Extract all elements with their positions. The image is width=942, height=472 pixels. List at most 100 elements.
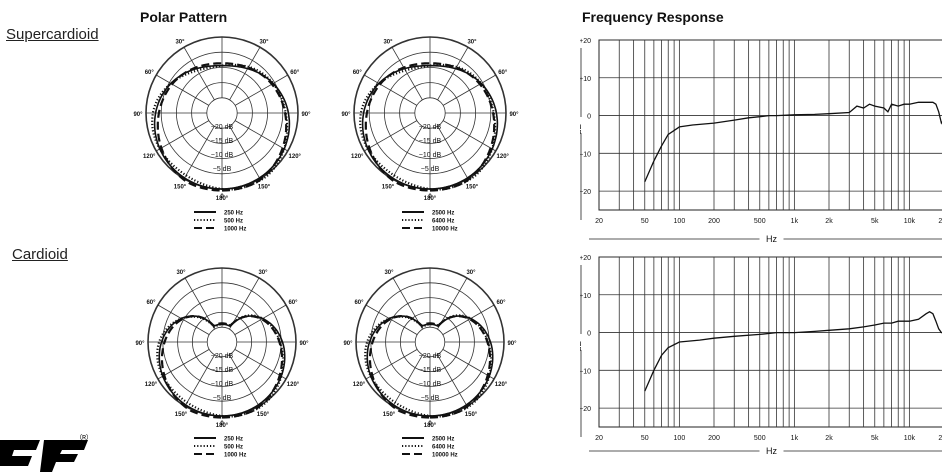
legend-label: 500 Hz	[224, 219, 243, 225]
polar-spoke	[157, 349, 210, 380]
angle-label-9: 60°	[290, 70, 300, 76]
angle-label-12: 0	[428, 194, 432, 200]
ring-label-4: −5 dB	[421, 166, 440, 173]
polar-spoke	[184, 354, 215, 407]
x-tick-label: 2k	[825, 218, 833, 225]
legend-label: 10000 Hz	[432, 227, 458, 233]
angle-label-5: 120°	[289, 154, 302, 160]
y-tick-label: −10	[580, 151, 591, 158]
x-axis-label: Hz	[766, 446, 777, 456]
ring-label-2: −15 dB	[419, 138, 442, 145]
angle-label-9: 60°	[498, 70, 508, 76]
cardioid-label: Cardioid	[12, 246, 68, 263]
angle-label-5: 120°	[497, 154, 510, 160]
x-tick-label: 5k	[871, 435, 879, 442]
angle-label-12: 0	[220, 421, 224, 427]
x-tick-label: 20	[595, 435, 603, 442]
angle-label-4: 120°	[143, 154, 156, 160]
angle-label-7: 90°	[509, 112, 519, 118]
x-tick-label: 20k	[938, 435, 942, 442]
polar-spoke	[183, 46, 215, 101]
ring-label-4: −5 dB	[213, 166, 232, 173]
y-tick-label: −20	[580, 189, 591, 196]
polar-spoke	[157, 304, 210, 335]
freq-chart-1: +20 +10 0 −10 −20 20 50 100 200 500 1k 2k 5k 10k 20k dB…	[580, 38, 942, 245]
y-tick-label: −10	[580, 368, 591, 375]
polar-spoke	[437, 125, 469, 180]
ring-label-4: −5 dB	[421, 395, 440, 402]
angle-label-12: 0	[428, 421, 432, 427]
x-tick-label: 10k	[904, 218, 916, 225]
polar-chart-4: 180° 150° 150° 120° 120° 90° 90° 60° 60° 30° 30° 0 −…	[343, 267, 517, 459]
angle-label-8: 60°	[353, 70, 363, 76]
polar-chart-3: 180° 150° 150° 120° 120° 90° 90° 60° 60° 30° 30° 0 −…	[135, 267, 309, 459]
ring-label-1: −20 dB	[211, 353, 234, 360]
polar-spoke	[234, 304, 287, 335]
angle-label-4: 120°	[353, 382, 366, 388]
angle-label-10: 30°	[384, 270, 394, 276]
legend-label: 6400 Hz	[432, 445, 454, 451]
ring-label-3: −10 dB	[419, 381, 442, 388]
x-tick-label: 2k	[825, 435, 833, 442]
polar-spoke	[155, 120, 210, 152]
angle-label-7: 90°	[507, 341, 517, 347]
legend-label: 250 Hz	[224, 437, 243, 443]
polar-series-1000-hz	[160, 314, 284, 419]
polar-series-10000-hz	[368, 314, 492, 419]
y-tick-label: +10	[580, 293, 591, 300]
x-tick-label: 1k	[791, 218, 799, 225]
angle-label-8: 60°	[146, 300, 156, 306]
x-tick-label: 200	[708, 435, 720, 442]
polar-spoke	[234, 74, 289, 106]
ring-label-1: −20 dB	[419, 353, 442, 360]
ring-label-2: −15 dB	[419, 367, 442, 374]
polar-chart-2: 180° 150° 150° 120° 120° 90° 90° 60° 60° 30° 30° 0 −…	[341, 36, 519, 233]
x-tick-label: 10k	[904, 435, 916, 442]
polar-spoke	[155, 74, 210, 106]
frequency-response-title: Frequency Response	[582, 9, 724, 25]
polar-spoke	[229, 125, 261, 180]
ring-label-1: −20 dB	[419, 124, 442, 131]
y-tick-label: 0	[587, 331, 591, 338]
polar-spoke	[392, 354, 423, 407]
ring-label-3: −10 dB	[211, 152, 234, 159]
angle-label-1: 180°	[424, 423, 437, 429]
polar-series-10000-hz	[364, 62, 496, 192]
x-tick-label: 20k	[938, 218, 942, 225]
angle-label-2: 150°	[175, 412, 188, 418]
polar-spoke	[229, 46, 261, 101]
angle-label-9: 60°	[496, 300, 506, 306]
angle-label-11: 30°	[466, 270, 476, 276]
x-tick-label: 500	[754, 218, 766, 225]
legend-label: 1000 Hz	[224, 227, 246, 233]
polar-spoke	[437, 46, 469, 101]
angle-label-2: 150°	[382, 185, 395, 191]
polar-spoke	[391, 46, 423, 101]
angle-label-11: 30°	[258, 270, 268, 276]
polar-spoke	[363, 74, 418, 106]
x-tick-label: 50	[641, 218, 649, 225]
angle-label-4: 120°	[145, 382, 158, 388]
ring-label-3: −10 dB	[419, 152, 442, 159]
angle-label-7: 90°	[301, 112, 311, 118]
y-tick-label: −20	[580, 406, 591, 413]
y-axis-label: dB	[580, 123, 583, 134]
polar-spoke	[442, 304, 495, 335]
angle-label-11: 30°	[467, 39, 477, 45]
response-curve	[644, 311, 942, 392]
polar-spoke	[363, 120, 418, 152]
angle-label-2: 150°	[383, 412, 396, 418]
legend-label: 1000 Hz	[224, 453, 246, 459]
polar-spoke	[183, 125, 215, 180]
polar-spoke	[442, 74, 497, 106]
legend-label: 250 Hz	[224, 211, 243, 217]
x-tick-label: 100	[674, 218, 686, 225]
y-tick-label: 0	[587, 114, 591, 121]
angle-label-12: 0	[220, 194, 224, 200]
angle-label-6: 90°	[135, 341, 145, 347]
freq-chart-2: +20 +10 0 −10 −20 20 50 100 200 500 1k 2k 5k 10k 20k dB…	[580, 255, 942, 457]
angle-label-1: 180°	[216, 423, 229, 429]
x-tick-label: 5k	[871, 218, 879, 225]
supercardioid-label: Supercardioid	[6, 26, 99, 43]
legend-label: 6400 Hz	[432, 219, 454, 225]
